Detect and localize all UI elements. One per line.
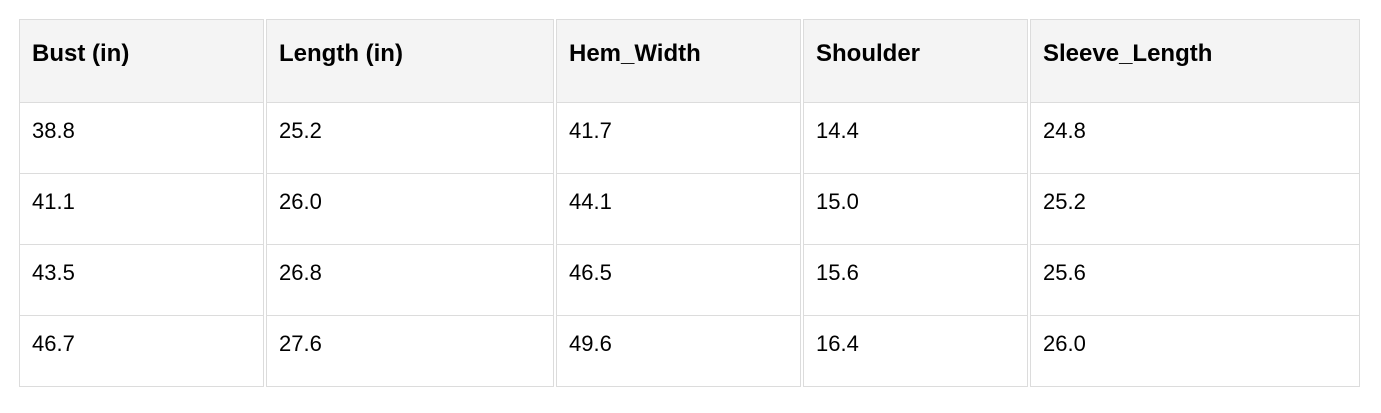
table-cell: 41.1 bbox=[19, 174, 264, 245]
table-cell: 24.8 bbox=[1030, 103, 1360, 174]
table-cell: 14.4 bbox=[803, 103, 1028, 174]
table-cell: 49.6 bbox=[556, 316, 801, 387]
table-cell: 46.5 bbox=[556, 245, 801, 316]
table-cell: 27.6 bbox=[266, 316, 554, 387]
table-cell: 16.4 bbox=[803, 316, 1028, 387]
table-cell: 38.8 bbox=[19, 103, 264, 174]
measurements-table: Bust (in) Length (in) Hem_Width Shoulder Sle… bbox=[17, 19, 1362, 387]
table-cell: 25.6 bbox=[1030, 245, 1360, 316]
header-row: Bust (in) Length (in) Hem_Width Shoulder Sle… bbox=[19, 19, 1360, 103]
table-cell: 43.5 bbox=[19, 245, 264, 316]
column-header: Length (in) bbox=[266, 19, 554, 103]
table-cell: 25.2 bbox=[1030, 174, 1360, 245]
table-cell: 26.8 bbox=[266, 245, 554, 316]
table-cell: 41.7 bbox=[556, 103, 801, 174]
table-cell: 26.0 bbox=[266, 174, 554, 245]
column-header: Sleeve_Length bbox=[1030, 19, 1360, 103]
table-row: 46.7 27.6 49.6 16.4 26.0 bbox=[19, 316, 1360, 387]
table-cell: 25.2 bbox=[266, 103, 554, 174]
column-header: Hem_Width bbox=[556, 19, 801, 103]
table-cell: 15.6 bbox=[803, 245, 1028, 316]
table-row: 38.8 25.2 41.7 14.4 24.8 bbox=[19, 103, 1360, 174]
table-row: 41.1 26.0 44.1 15.0 25.2 bbox=[19, 174, 1360, 245]
column-header: Shoulder bbox=[803, 19, 1028, 103]
table-cell: 44.1 bbox=[556, 174, 801, 245]
table-row: 43.5 26.8 46.5 15.6 25.6 bbox=[19, 245, 1360, 316]
column-header: Bust (in) bbox=[19, 19, 264, 103]
table-cell: 15.0 bbox=[803, 174, 1028, 245]
table-cell: 26.0 bbox=[1030, 316, 1360, 387]
table-cell: 46.7 bbox=[19, 316, 264, 387]
